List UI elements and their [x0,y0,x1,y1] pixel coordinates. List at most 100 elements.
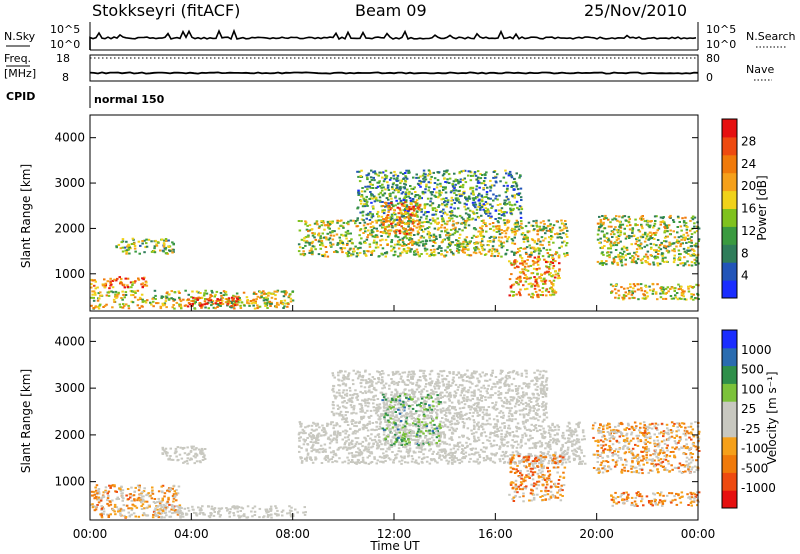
echo-cell [143,500,147,503]
echo-cell [247,302,251,305]
echo-cell [557,255,561,258]
echo-cell [332,427,335,430]
echo-cell [157,505,160,508]
echo-cell [239,510,242,512]
echo-cell [511,239,515,242]
echo-cell [450,212,453,215]
echo-cell [583,455,586,458]
echo-cell [428,462,432,465]
echo-cell [615,292,618,295]
echo-cell [317,239,321,242]
echo-cell [361,459,365,462]
echo-cell [387,210,390,213]
echo-cell [648,226,651,229]
echo-cell [106,497,110,500]
echo-cell [512,435,516,438]
echo-cell [383,455,386,457]
echo-cell [411,229,415,232]
echo-cell [120,485,123,488]
echo-cell [506,189,509,192]
echo-cell [662,288,665,291]
echo-cell [633,261,636,264]
echo-cell [392,208,396,211]
echo-cell [520,208,524,211]
echo-cell [516,221,519,224]
echo-cell [407,192,410,195]
echo-cell [418,218,422,221]
echo-cell [550,235,553,237]
echo-cell [439,185,442,188]
echo-cell [197,296,200,299]
echo-cell [385,454,388,457]
echo-cell [97,307,101,310]
echo-cell [175,301,179,304]
echo-cell [102,306,105,308]
echo-cell [360,190,364,193]
echo-cell [373,438,377,441]
echo-cell [476,424,479,427]
echo-cell [489,431,492,434]
echo-cell [629,256,632,259]
echo-cell [690,216,694,219]
echo-cell [334,424,338,427]
echo-cell [370,179,374,181]
echo-cell [429,249,433,251]
echo-cell [394,223,397,226]
echo-cell [659,292,662,295]
echo-cell [115,246,118,249]
echo-cell [525,276,529,279]
echo-cell [286,512,289,515]
echo-cell [130,294,133,297]
echo-cell [136,484,140,487]
echo-cell [554,253,557,256]
echo-cell [216,306,219,308]
echo-cell [554,260,557,263]
echo-cell [125,252,128,255]
echo-cell [462,218,465,221]
echo-cell [476,235,480,238]
echo-cell [449,448,453,451]
echo-cell [137,277,140,280]
echo-cell [117,243,121,246]
echo-cell [664,245,668,248]
echo-cell [516,206,519,209]
echo-cell [471,217,475,220]
echo-cell [463,190,466,193]
echo-cell [654,234,657,236]
echo-cell [323,457,326,460]
echo-cell [542,452,546,455]
echo-cell [98,297,101,300]
echo-cell [504,252,508,255]
echo-cell [609,242,613,245]
echo-cell [622,294,626,297]
echo-cell [403,186,406,189]
echo-cell [194,301,197,304]
colorbar-swatch [722,154,737,174]
echo-cell [178,504,182,507]
echo-cell [416,223,420,226]
echo-cell [447,238,451,241]
echo-cell [397,191,400,194]
echo-cell [539,294,543,296]
echo-cell [133,242,136,245]
echo-cell [484,447,488,450]
echo-cell [371,183,374,186]
echo-cell [400,215,404,218]
echo-cell [485,455,489,458]
echo-cell [497,230,501,233]
echo-cell [106,499,109,502]
echo-cell [431,429,435,431]
echo-cell [122,293,125,296]
echo-cell [458,171,462,174]
echo-cell [608,256,611,259]
echo-cell [125,504,129,507]
echo-cell [444,181,447,183]
echo-cell [276,301,279,304]
echo-cell [526,269,530,272]
echo-cell [301,253,305,256]
echo-cell [384,238,388,241]
echo-cell [468,216,471,218]
echo-cell [428,186,431,189]
echo-cell [495,425,498,428]
echo-cell [343,247,347,250]
